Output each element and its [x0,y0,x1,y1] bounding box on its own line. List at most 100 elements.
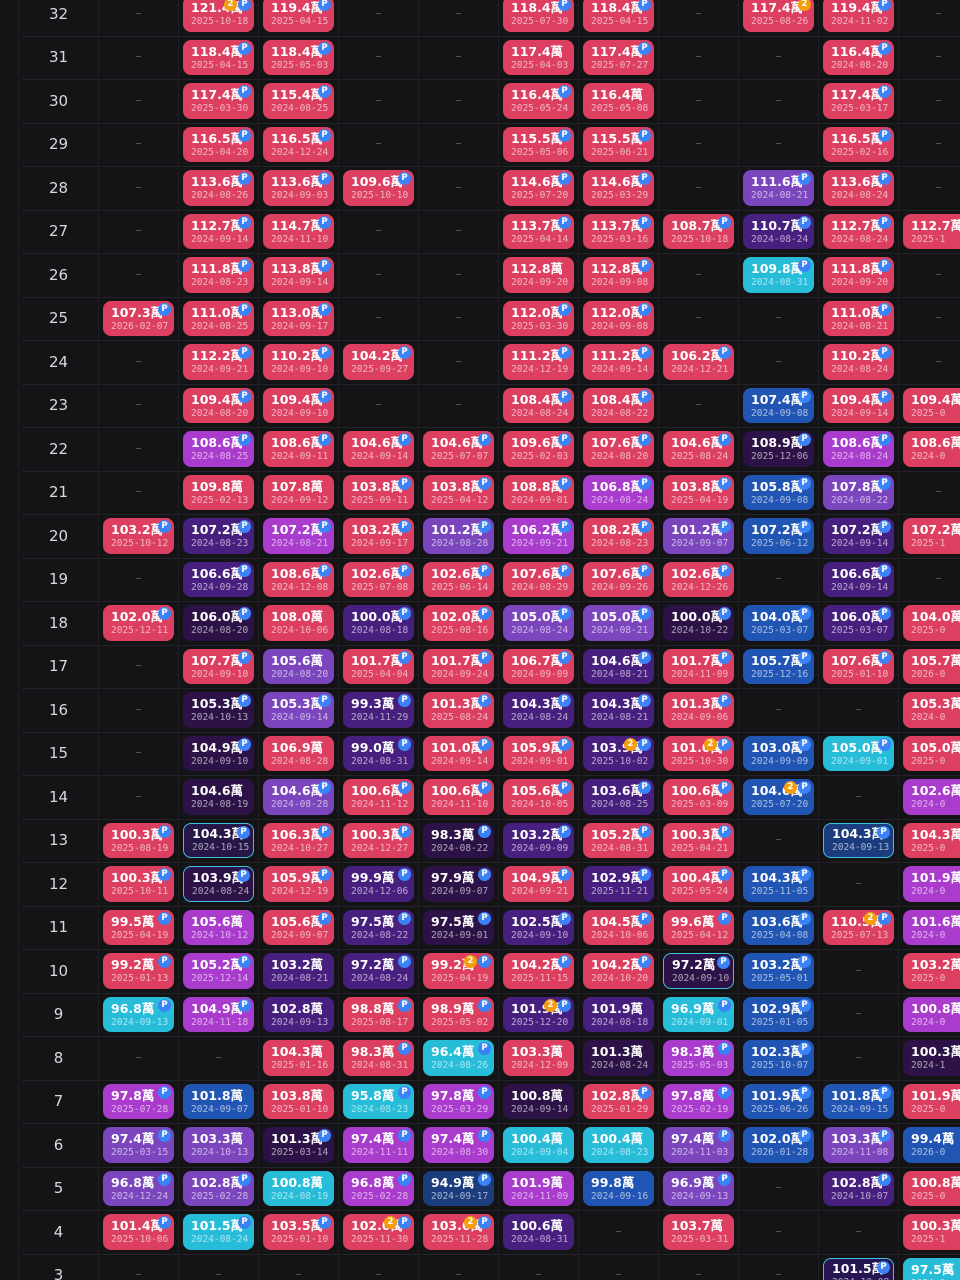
data-cell[interactable]: 103.8萬 2025-09-11 P [343,474,414,510]
data-cell[interactable]: 105.8萬 2024-09-08 P [743,474,814,510]
data-cell[interactable]: 116.4萬 2025-05-24 P [503,83,574,119]
data-cell[interactable]: 101.7萬 2024-11-09 P [663,648,734,684]
data-cell[interactable]: 99.4萬 2026-0 [903,1127,960,1163]
data-cell[interactable]: 101.2萬 2024-08-28 P [423,518,494,554]
data-cell[interactable]: 112.8萬 2024-09-20 [503,257,574,293]
data-cell[interactable]: 104.2萬 2025-09-27 P [343,344,414,380]
data-cell[interactable]: 103.2萬 2024-09-17 P [343,518,414,554]
data-cell[interactable]: 116.4萬 2025-05-08 [583,83,654,119]
data-cell[interactable]: 108.7萬 2025-10-18 P [663,213,734,249]
data-cell[interactable]: 104.9萬 2024-11-18 P [183,996,254,1032]
data-cell[interactable]: 98.3萬 2024-08-31 P [343,1040,414,1076]
data-cell[interactable]: 97.2萬 2024-08-24 P [343,953,414,989]
data-cell[interactable]: 103.8萬 2025-01-10 [263,1083,334,1119]
data-cell[interactable]: 100.8萬 2024-0 [903,996,960,1032]
data-cell[interactable]: 107.8萬 2024-08-22 P [823,474,894,510]
data-cell[interactable]: 104.3萬 2025-01-16 [263,1040,334,1076]
data-cell[interactable]: 109.8萬 2025-02-13 [183,474,254,510]
data-cell[interactable]: 97.5萬 2024-08-22 P [343,909,414,945]
data-cell[interactable]: 100.6萬 2024-11-12 P [343,779,414,815]
data-cell[interactable]: 118.4萬 2025-07-30 P [503,0,574,32]
data-cell[interactable]: 101.3萬 2025-08-24 P [423,692,494,728]
data-cell[interactable]: 98.9萬 2025-05-02 P [423,996,494,1032]
data-cell[interactable]: 100.3萬 2025-1 [903,1214,960,1250]
data-cell[interactable]: 100.6萬 2024-08-31 [503,1214,574,1250]
data-cell[interactable]: 107.2萬 2025-1 [903,518,960,554]
data-cell[interactable]: 97.4萬 2024-08-30 P [423,1127,494,1163]
data-cell[interactable]: 99.9萬 2024-12-06 P [343,866,414,902]
data-cell[interactable]: 103.2萬 2024-08-21 [263,953,334,989]
data-cell[interactable]: 103.2萬 2025-10-12 P [103,518,174,554]
data-cell[interactable]: 108.6萬 2024-08-25 P [183,431,254,467]
data-cell[interactable]: 103.2萬 2025-05-01 P [743,953,814,989]
data-cell[interactable]: 101.9萬 2024-11-09 [503,1170,574,1206]
data-cell[interactable]: 110.5萬 2025-07-13 P 2 [823,909,894,945]
data-cell[interactable]: 117.4萬 2025-07-27 P [583,39,654,75]
data-cell[interactable]: 107.4萬 2024-09-08 P [743,387,814,423]
data-cell[interactable]: 101.3萬 2024-08-24 [583,1040,654,1076]
data-cell[interactable]: 103.9萬 2025-10-02 P 2 [583,735,654,771]
data-cell[interactable]: 102.0萬 2025-12-11 P [103,605,174,641]
data-cell[interactable]: 116.4萬 2024-08-20 P [823,39,894,75]
data-cell[interactable]: 103.5萬 2025-01-10 P [263,1214,334,1250]
data-cell[interactable]: 97.8萬 2025-07-28 P [103,1083,174,1119]
data-cell[interactable]: 106.0萬 2024-08-20 P [183,605,254,641]
data-cell[interactable]: 118.4萬 2025-04-15 P [183,39,254,75]
data-cell[interactable]: 108.4萬 2024-08-22 P [583,387,654,423]
data-cell[interactable]: 108.8萬 2024-09-01 P [503,474,574,510]
data-cell[interactable]: 112.8萬 2024-09-08 P [583,257,654,293]
data-cell[interactable]: 96.9萬 2024-09-13 P [663,1170,734,1206]
data-cell[interactable]: 112.7萬 2025-1 [903,213,960,249]
data-cell[interactable]: 103.3萬 2024-10-13 [183,1127,254,1163]
data-cell[interactable]: 108.6萬 2024-09-11 P [263,431,334,467]
data-cell[interactable]: 109.4萬 2024-09-14 P [823,387,894,423]
data-cell[interactable]: 101.9萬 2025-06-26 P [743,1083,814,1119]
data-cell[interactable]: 105.7萬 2025-12-16 P [743,648,814,684]
data-cell[interactable]: 105.2萬 2024-08-31 P [583,822,654,858]
data-cell[interactable]: 101.0萬 2025-10-30 P 2 [663,735,734,771]
data-cell[interactable]: 101.3萬 2025-03-14 P [263,1127,334,1163]
data-cell[interactable]: 112.7萬 2024-09-14 P [183,213,254,249]
data-cell[interactable]: 111.2萬 2024-12-19 P [503,344,574,380]
data-cell[interactable]: 116.5萬 2024-12-24 P [263,126,334,162]
data-cell[interactable]: 101.2萬 2024-09-07 P [663,518,734,554]
data-cell[interactable]: 105.6萬 2024-10-05 P [503,779,574,815]
data-cell[interactable]: 103.3萬 2024-12-09 [503,1040,574,1076]
data-cell[interactable]: 111.0萬 2024-08-25 P [183,300,254,336]
data-cell[interactable]: 113.7萬 2025-03-16 P [583,213,654,249]
data-cell[interactable]: 103.7萬 2025-03-31 [663,1214,734,1250]
data-cell[interactable]: 113.6萬 2024-08-26 P [183,170,254,206]
data-cell[interactable]: 100.3萬 2025-08-19 P [103,822,174,858]
data-cell[interactable]: 99.0萬 2024-08-31 P [343,735,414,771]
data-cell[interactable]: 102.3萬 2025-10-07 P [743,1040,814,1076]
data-cell[interactable]: 97.8萬 2025-03-29 P [423,1083,494,1119]
data-cell[interactable]: 102.8萬 2024-09-13 [263,996,334,1032]
data-cell[interactable]: 111.8萬 2024-08-23 P [183,257,254,293]
data-cell[interactable]: 103.6萬 2025-11-28 P 2 [423,1214,494,1250]
data-cell[interactable]: 105.3萬 2024-10-13 P [183,692,254,728]
data-cell[interactable]: 102.0萬 2025-11-30 P 2 [343,1214,414,1250]
data-cell[interactable]: 107.3萬 2026-02-07 P [103,300,174,336]
data-cell[interactable]: 102.6萬 2025-06-14 P [423,561,494,597]
data-cell[interactable]: 109.6萬 2025-10-10 P [343,170,414,206]
data-cell[interactable]: 121.4萬 2025-10-18 P 2 [183,0,254,32]
data-cell[interactable]: 97.4萬 2024-11-11 P [343,1127,414,1163]
data-cell[interactable]: 104.9萬 2024-09-21 P [503,866,574,902]
data-cell[interactable]: 99.6萬 2025-04-12 P [663,909,734,945]
data-cell[interactable]: 111.0萬 2024-08-21 P [823,300,894,336]
data-cell[interactable]: 102.0萬 2026-01-28 P [743,1127,814,1163]
data-cell[interactable]: 104.6萬 2025-07-20 P 2 [743,779,814,815]
data-cell[interactable]: 105.3萬 2024-09-14 P [263,692,334,728]
data-cell[interactable]: 97.9萬 2024-09-07 P [423,866,494,902]
data-cell[interactable]: 114.6萬 2025-07-20 P [503,170,574,206]
data-cell[interactable]: 99.8萬 2024-09-16 [583,1170,654,1206]
data-cell[interactable]: 111.6萬 2024-08-21 P [743,170,814,206]
data-cell[interactable]: 95.8萬 2024-08-23 P [343,1083,414,1119]
data-cell[interactable]: 103.6萬 2024-08-25 P [583,779,654,815]
data-cell[interactable]: 101.3萬 2024-09-06 P [663,692,734,728]
data-cell[interactable]: 117.4萬 2025-04-03 [503,39,574,75]
data-cell[interactable]: 106.8萬 2024-08-24 P [583,474,654,510]
data-cell[interactable]: 100.4萬 2025-05-24 P [663,866,734,902]
data-cell[interactable]: 100.8萬 2024-08-19 [263,1170,334,1206]
data-cell[interactable]: 101.9萬 2024-0 [903,866,960,902]
